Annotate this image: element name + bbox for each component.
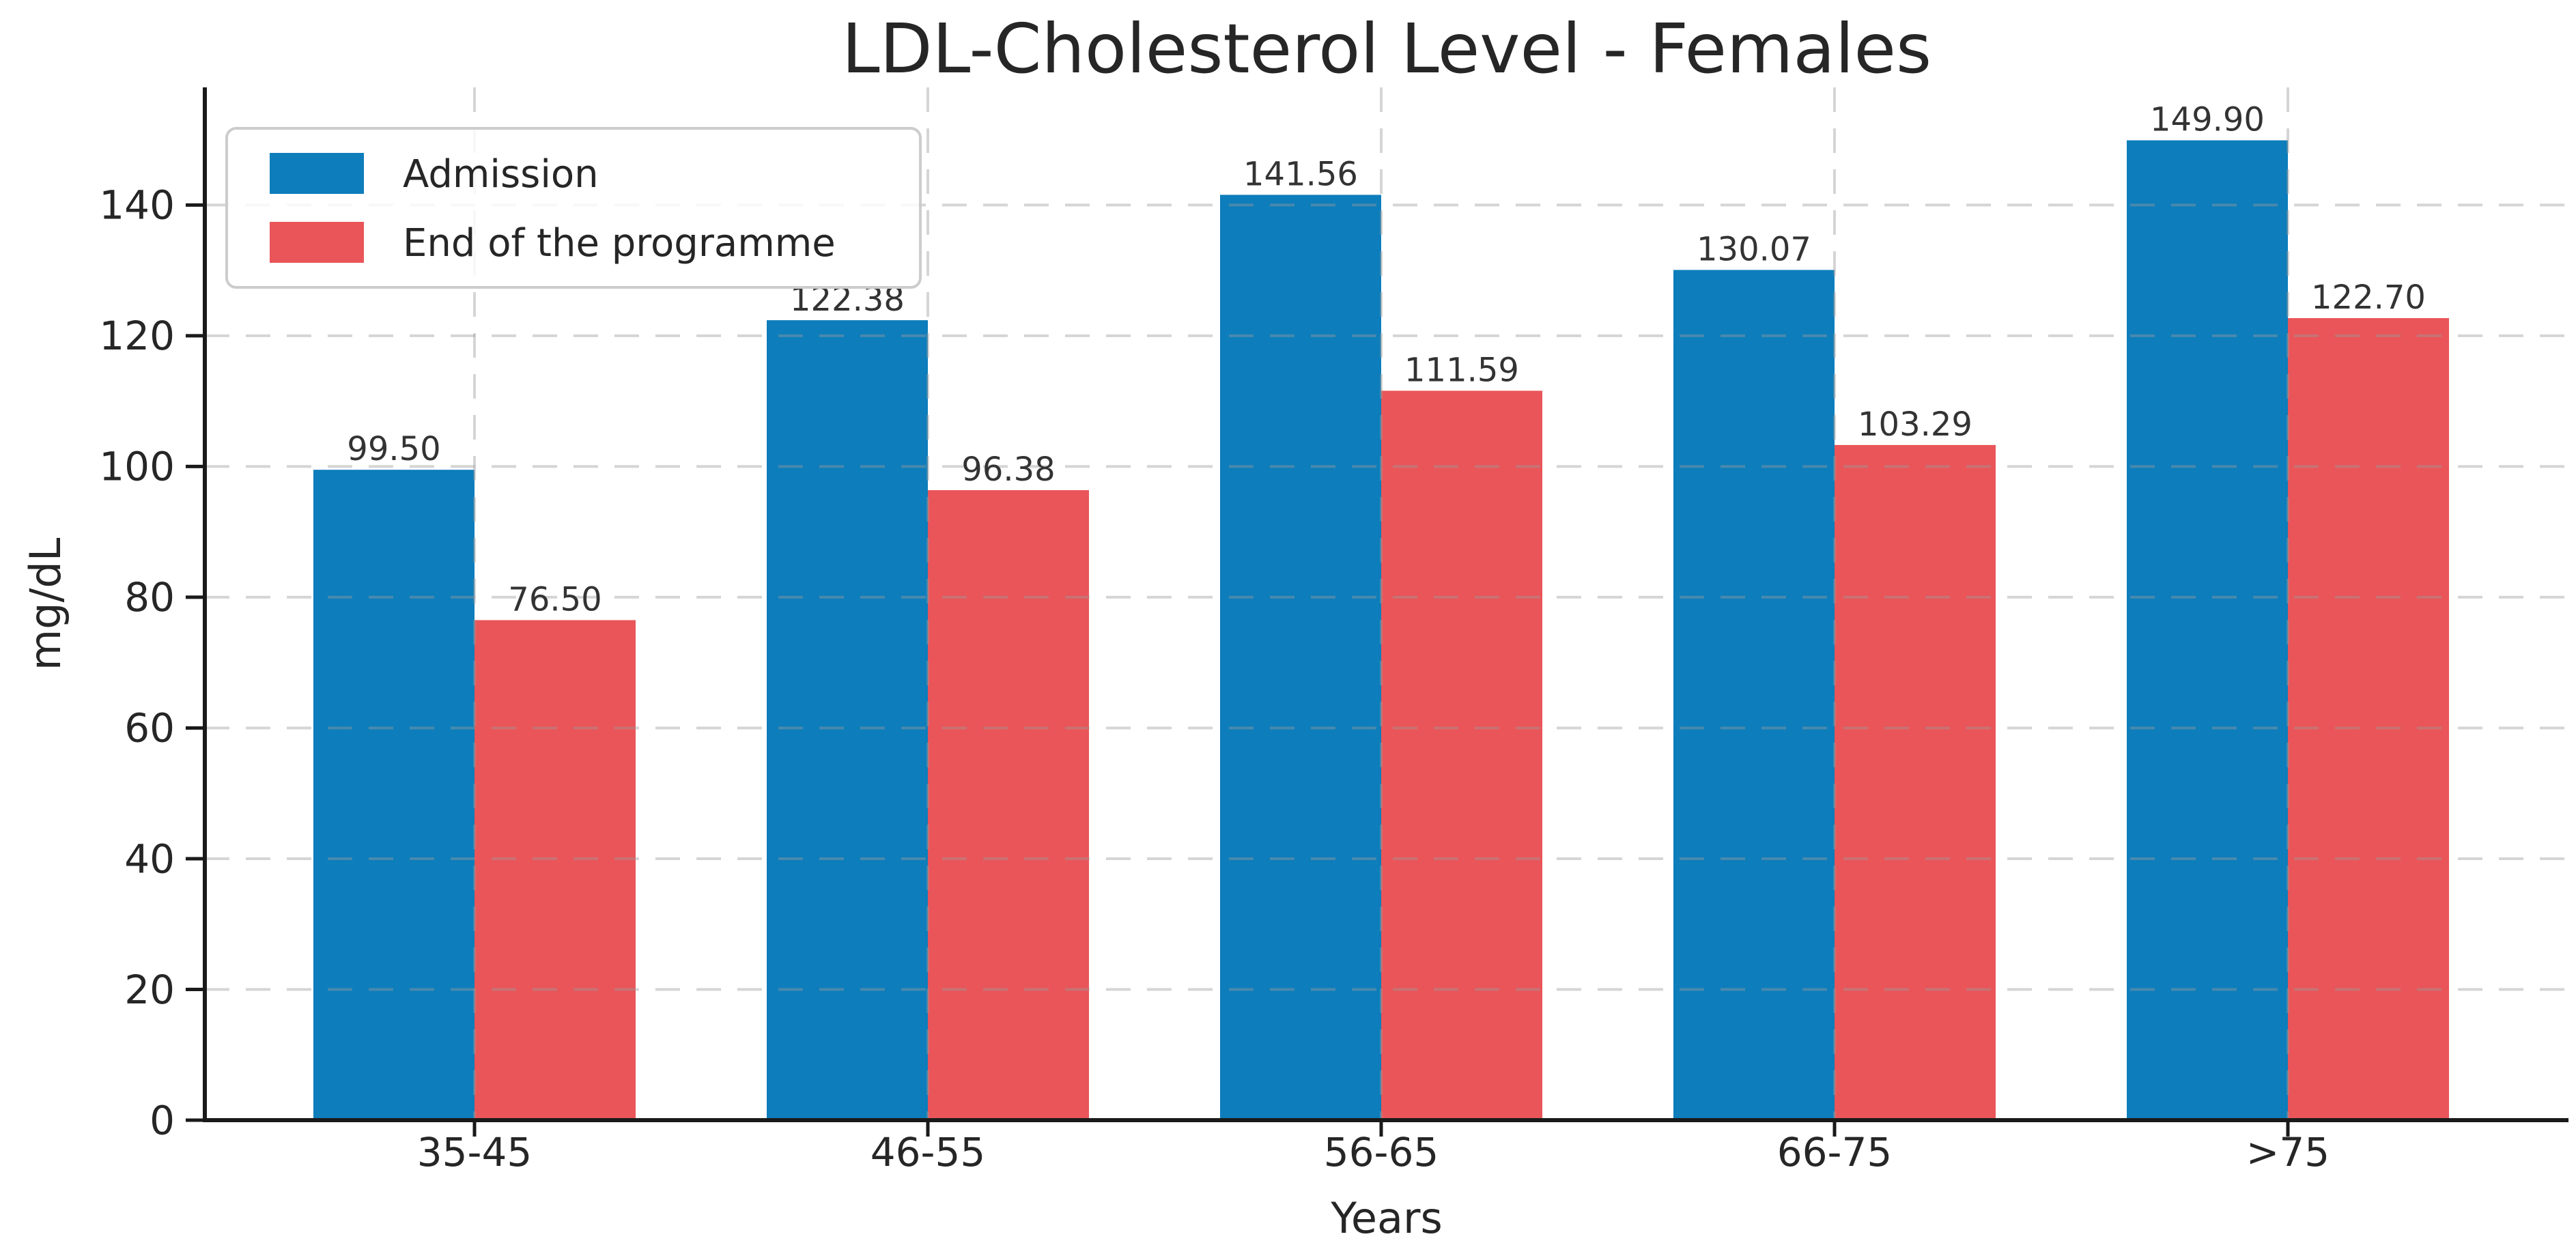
y-tick-label-40: 40 <box>124 836 175 882</box>
value-label-end-of-the-programme-46-55: 96.38 <box>961 451 1055 489</box>
legend-label-end-of-programme: End of the programme <box>403 221 836 266</box>
x-tick-label-56-65: 56-65 <box>1324 1129 1439 1175</box>
x-tick-label->75: >75 <box>2246 1129 2330 1175</box>
y-tick-label-20: 20 <box>124 967 175 1013</box>
bar-admission-66-75 <box>1673 270 1835 1120</box>
bar-admission->75 <box>2127 140 2288 1120</box>
y-tick-label-120: 120 <box>99 313 175 359</box>
legend-label-admission: Admission <box>403 152 599 197</box>
x-tick-label-66-75: 66-75 <box>1777 1129 1893 1175</box>
y-tick-label-100: 100 <box>99 444 175 490</box>
bar-end-of-the-programme-46-55 <box>928 490 1089 1120</box>
bar-admission-56-65 <box>1220 195 1381 1121</box>
chart-title: LDL-Cholesterol Level - Females <box>842 9 1931 89</box>
bar-end-of-the-programme-35-45 <box>475 620 636 1120</box>
bar-admission-46-55 <box>767 320 928 1120</box>
legend: Admission End of the programme <box>225 127 922 289</box>
value-label-end-of-the-programme-56-65: 111.59 <box>1404 351 1519 389</box>
y-axis-label: mg/dL <box>20 537 70 670</box>
plot-area: 0 20 40 60 80 100 120 140 35-45 46-55 56-65 66-75 >7… <box>99 87 2568 1175</box>
value-label-end-of-the-programme->75: 122.70 <box>2311 279 2426 317</box>
legend-frame <box>225 127 922 289</box>
y-tick-label-0: 0 <box>150 1097 175 1143</box>
value-label-admission-35-45: 99.50 <box>347 430 440 468</box>
y-tick-label-140: 140 <box>99 182 175 229</box>
value-label-end-of-the-programme-66-75: 103.29 <box>1858 405 1972 444</box>
bar-end-of-the-programme->75 <box>2288 318 2449 1120</box>
value-label-admission->75: 149.90 <box>2150 101 2265 139</box>
value-label-admission-66-75: 130.07 <box>1697 230 1811 268</box>
y-tick-label-60: 60 <box>124 705 175 752</box>
x-axis-label: Years <box>1330 1193 1443 1243</box>
value-label-admission-56-65: 141.56 <box>1243 155 1358 193</box>
bar-end-of-the-programme-66-75 <box>1835 444 1996 1120</box>
value-label-end-of-the-programme-35-45: 76.50 <box>508 580 601 618</box>
bar-end-of-the-programme-56-65 <box>1381 390 1542 1120</box>
y-tick-label-80: 80 <box>124 574 175 620</box>
x-tick-label-35-45: 35-45 <box>417 1129 533 1175</box>
x-tick-label-46-55: 46-55 <box>871 1129 986 1175</box>
legend-swatch-admission <box>270 153 364 194</box>
bar-admission-35-45 <box>313 470 475 1120</box>
legend-swatch-end-of-programme <box>270 222 364 263</box>
